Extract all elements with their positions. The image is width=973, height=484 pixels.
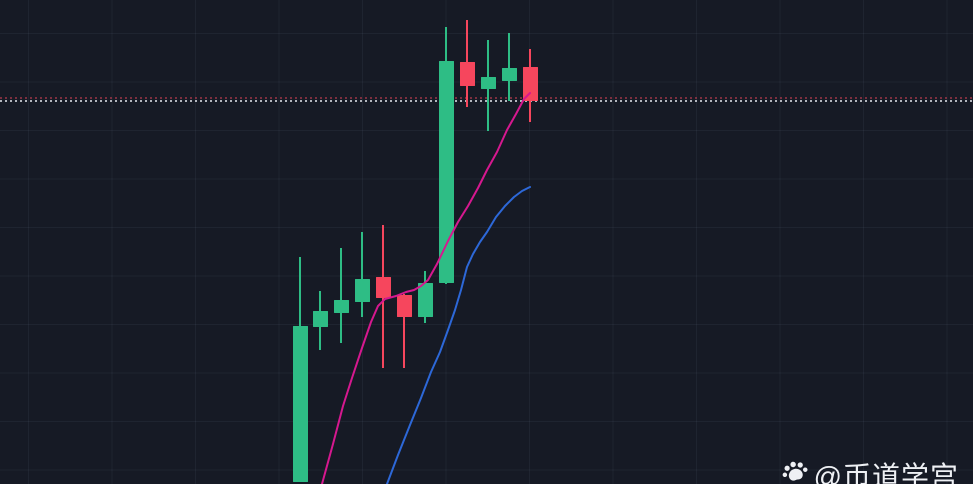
paw-icon: [782, 461, 808, 481]
candle-wick: [508, 33, 510, 101]
candle-body: [333, 300, 349, 313]
candle-body: [375, 277, 391, 298]
candle-body: [480, 77, 496, 89]
candle-body: [396, 295, 412, 317]
candle-wick: [340, 248, 342, 343]
candle-body: [459, 62, 475, 86]
candle-wick: [361, 232, 363, 317]
candle-body: [292, 326, 308, 482]
candle-body: [522, 67, 538, 101]
candle-body: [501, 68, 517, 81]
candle-body: [417, 283, 433, 317]
watermark: @币道学宫: [780, 455, 959, 484]
watermark-handle: @币道学宫: [813, 461, 959, 484]
candle-body: [438, 61, 454, 283]
candle-body: [354, 279, 370, 302]
candle-body: [312, 311, 328, 327]
